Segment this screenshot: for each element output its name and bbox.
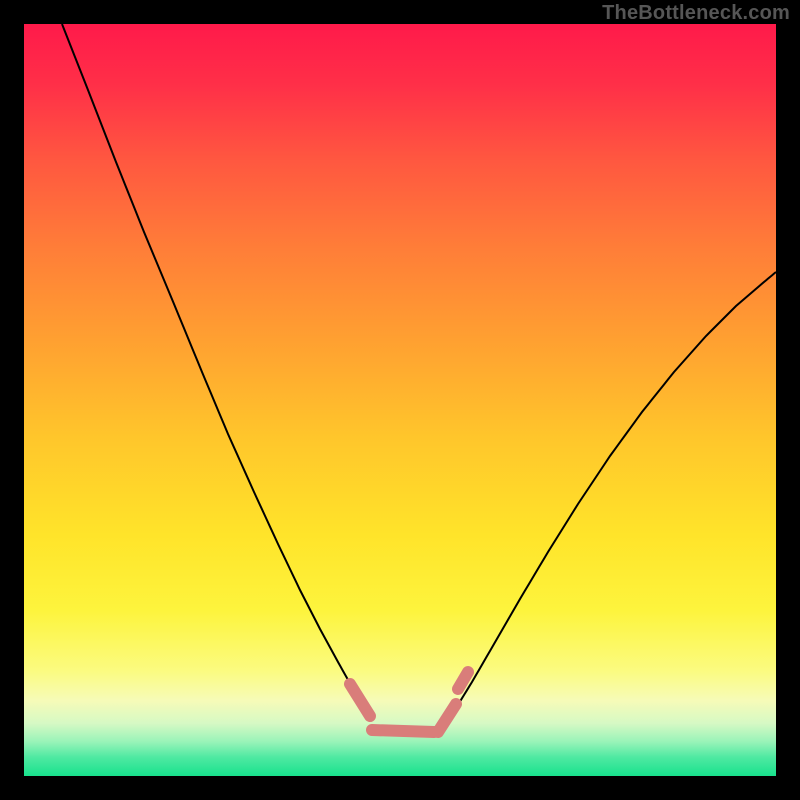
trough-link-segment <box>350 684 370 716</box>
right-curve <box>456 272 776 708</box>
watermark-text: TheBottleneck.com <box>602 2 790 25</box>
trough-link-segment <box>458 672 468 689</box>
left-curve <box>62 24 364 707</box>
curve-overlay <box>24 24 776 776</box>
trough-link-segment <box>372 730 434 732</box>
outer-frame: TheBottleneck.com <box>0 0 800 800</box>
trough-link-segment <box>438 704 456 732</box>
trough-link-group <box>350 672 468 732</box>
